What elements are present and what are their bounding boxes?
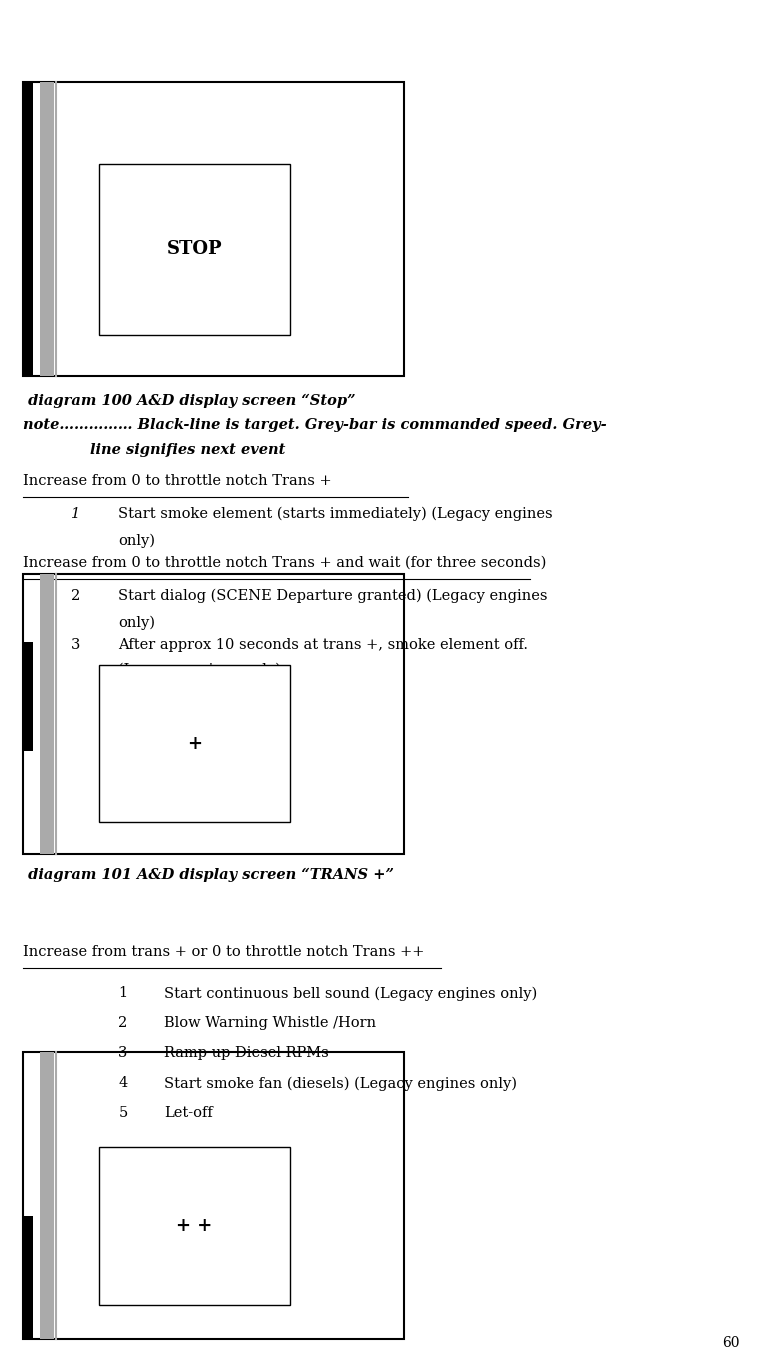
Bar [23, 82, 404, 376]
Text: 2: 2 [71, 589, 80, 602]
Text: 3: 3 [71, 638, 80, 652]
Bar [99, 1147, 290, 1305]
Bar [40, 82, 54, 376]
Text: 60: 60 [723, 1336, 740, 1350]
Text: 1: 1 [71, 507, 80, 520]
Text: line signifies next event: line signifies next event [90, 443, 285, 456]
Text: 1: 1 [118, 986, 127, 1000]
Text: 4: 4 [118, 1076, 127, 1090]
Bar [23, 1216, 33, 1339]
Text: After approx 10 seconds at trans +, smoke element off.: After approx 10 seconds at trans +, smok… [118, 638, 528, 652]
Text: Blow Warning Whistle /Horn: Blow Warning Whistle /Horn [164, 1016, 376, 1030]
Text: 5: 5 [118, 1106, 127, 1120]
Bar [40, 1052, 54, 1339]
Text: note…………… Black-line is target. Grey-bar is commanded speed. Grey-: note…………… Black-line is target. Grey-bar… [23, 418, 607, 432]
Text: +: + [187, 735, 202, 753]
Bar [40, 574, 54, 854]
Text: STOP: STOP [167, 240, 222, 258]
Text: Increase from 0 to throttle notch Trans + and wait (for three seconds): Increase from 0 to throttle notch Trans … [23, 556, 546, 570]
Bar [99, 164, 290, 335]
Text: only): only) [118, 616, 155, 631]
Text: Start smoke fan (diesels) (Legacy engines only): Start smoke fan (diesels) (Legacy engine… [164, 1076, 517, 1091]
Text: Start dialog (SCENE Departure granted) (Legacy engines: Start dialog (SCENE Departure granted) (… [118, 589, 548, 604]
Text: Increase from 0 to throttle notch Trans +: Increase from 0 to throttle notch Trans … [23, 474, 331, 488]
Text: 2: 2 [118, 1016, 127, 1030]
Bar [99, 665, 290, 822]
Bar [23, 82, 33, 376]
Bar [23, 574, 404, 854]
Text: Increase from trans + or 0 to throttle notch Trans ++: Increase from trans + or 0 to throttle n… [23, 945, 424, 959]
Text: diagram 101 A&D display screen “TRANS +”: diagram 101 A&D display screen “TRANS +” [23, 867, 394, 881]
Text: Ramp up Diesel RPMs: Ramp up Diesel RPMs [164, 1046, 329, 1060]
Text: Start smoke element (starts immediately) (Legacy engines: Start smoke element (starts immediately)… [118, 507, 553, 522]
Text: Let-off: Let-off [164, 1106, 213, 1120]
Text: + +: + + [176, 1217, 213, 1235]
Text: 3: 3 [118, 1046, 127, 1060]
Bar [23, 1052, 404, 1339]
Bar [23, 642, 33, 751]
Text: diagram 100 A&D display screen “Stop”: diagram 100 A&D display screen “Stop” [23, 393, 356, 407]
Text: only): only) [118, 534, 155, 549]
Text: Start continuous bell sound (Legacy engines only): Start continuous bell sound (Legacy engi… [164, 986, 537, 1001]
Text: (Legacy engines only): (Legacy engines only) [118, 663, 281, 678]
